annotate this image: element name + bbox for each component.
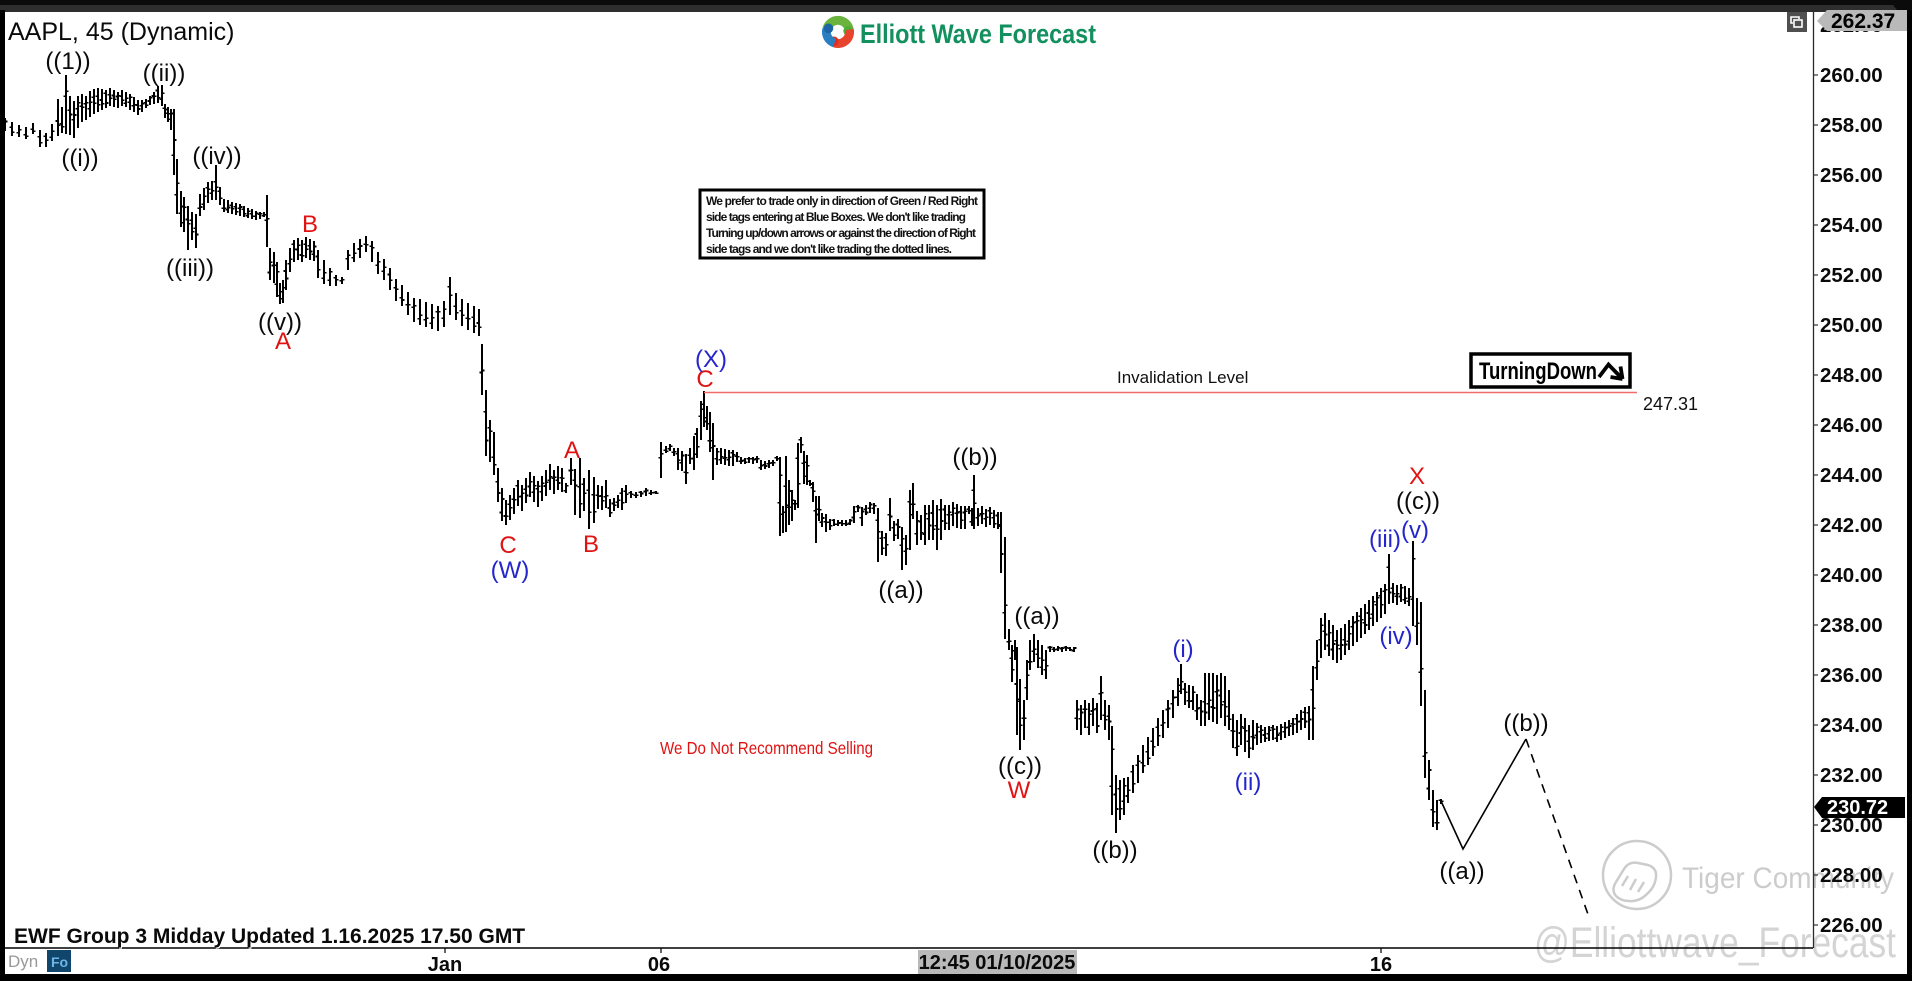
svg-text:((a)): ((a)) <box>1439 858 1484 885</box>
svg-text:TurningDown: TurningDown <box>1479 358 1597 385</box>
svg-text:232.00: 232.00 <box>1820 764 1883 787</box>
svg-text:(iv): (iv) <box>1379 623 1412 650</box>
svg-text:254.00: 254.00 <box>1820 214 1883 237</box>
svg-text:(iii): (iii) <box>1369 526 1401 553</box>
svg-text:06: 06 <box>648 954 670 976</box>
svg-text:((a)): ((a)) <box>1014 603 1059 630</box>
svg-text:AAPL, 45 (Dynamic): AAPL, 45 (Dynamic) <box>8 18 234 46</box>
svg-text:(v): (v) <box>1401 517 1429 544</box>
svg-text:(i): (i) <box>1172 636 1193 663</box>
svg-text:(X): (X) <box>695 346 727 373</box>
svg-text:260.00: 260.00 <box>1820 64 1883 87</box>
svg-text:((c)): ((c)) <box>1396 488 1440 515</box>
svg-text:256.00: 256.00 <box>1820 164 1883 187</box>
svg-text:X: X <box>1409 463 1425 490</box>
svg-text:((iii)): ((iii)) <box>166 255 214 282</box>
svg-text:W: W <box>1008 777 1031 804</box>
svg-text:246.00: 246.00 <box>1820 414 1883 437</box>
svg-text:Turning up/down arrows or agai: Turning up/down arrows or against the di… <box>706 226 976 240</box>
svg-text:Jan: Jan <box>428 954 462 976</box>
svg-text:(W): (W) <box>491 557 530 584</box>
svg-text:252.00: 252.00 <box>1820 264 1883 287</box>
svg-text:234.00: 234.00 <box>1820 714 1883 737</box>
svg-text:226.00: 226.00 <box>1820 914 1883 937</box>
svg-text:side tags entering at Blue Box: side tags entering at Blue Boxes. We don… <box>706 210 966 224</box>
svg-text:B: B <box>302 211 318 238</box>
svg-text:247.31: 247.31 <box>1643 394 1698 414</box>
svg-text:12:45 01/10/2025: 12:45 01/10/2025 <box>919 952 1076 974</box>
svg-text:Elliott Wave Forecast: Elliott Wave Forecast <box>860 19 1096 49</box>
svg-text:C: C <box>696 366 713 393</box>
svg-text:((1)): ((1)) <box>45 48 90 75</box>
svg-text:244.00: 244.00 <box>1820 464 1883 487</box>
svg-text:A: A <box>275 328 291 355</box>
svg-text:248.00: 248.00 <box>1820 364 1883 387</box>
svg-text:((b)): ((b)) <box>1092 837 1137 864</box>
svg-text:Dyn: Dyn <box>8 952 38 971</box>
svg-text:(ii): (ii) <box>1235 769 1262 796</box>
svg-text:242.00: 242.00 <box>1820 514 1883 537</box>
svg-text:262.37: 262.37 <box>1831 10 1895 33</box>
svg-text:250.00: 250.00 <box>1820 314 1883 337</box>
svg-text:Tiger Community: Tiger Community <box>1682 862 1894 895</box>
svg-text:238.00: 238.00 <box>1820 614 1883 637</box>
svg-text:side tags and we don't like tr: side tags and we don't like trading the … <box>706 242 952 256</box>
svg-text:((v)): ((v)) <box>258 309 302 336</box>
svg-text:A: A <box>564 437 580 464</box>
svg-text:228.00: 228.00 <box>1820 864 1883 887</box>
svg-text:C: C <box>499 532 516 559</box>
svg-text:B: B <box>583 531 599 558</box>
svg-text:((ii)): ((ii)) <box>143 60 186 87</box>
svg-text:((i)): ((i)) <box>61 145 98 172</box>
svg-text:16: 16 <box>1370 954 1392 976</box>
svg-text:236.00: 236.00 <box>1820 664 1883 687</box>
svg-text:258.00: 258.00 <box>1820 114 1883 137</box>
svg-text:((b)): ((b)) <box>1503 710 1548 737</box>
svg-text:Invalidation Level: Invalidation Level <box>1117 368 1248 387</box>
svg-text:((c)): ((c)) <box>998 753 1042 780</box>
svg-text:((a)): ((a)) <box>878 577 923 604</box>
svg-text:We Do Not Recommend Selling: We Do Not Recommend Selling <box>660 738 873 758</box>
svg-text:230.00: 230.00 <box>1820 814 1883 837</box>
svg-text:240.00: 240.00 <box>1820 564 1883 587</box>
svg-text:@Elliottwave_Forecast: @Elliottwave_Forecast <box>1534 919 1896 967</box>
svg-text:((b)): ((b)) <box>952 444 997 471</box>
svg-text:EWF Group 3 Midday Updated 1.1: EWF Group 3 Midday Updated 1.16.2025 17.… <box>14 925 525 948</box>
svg-text:Fo: Fo <box>51 954 68 970</box>
svg-text:We prefer to trade only in dir: We prefer to trade only in direction of … <box>706 194 978 208</box>
svg-text:230.72: 230.72 <box>1827 797 1888 819</box>
svg-text:((iv)): ((iv)) <box>192 143 241 170</box>
